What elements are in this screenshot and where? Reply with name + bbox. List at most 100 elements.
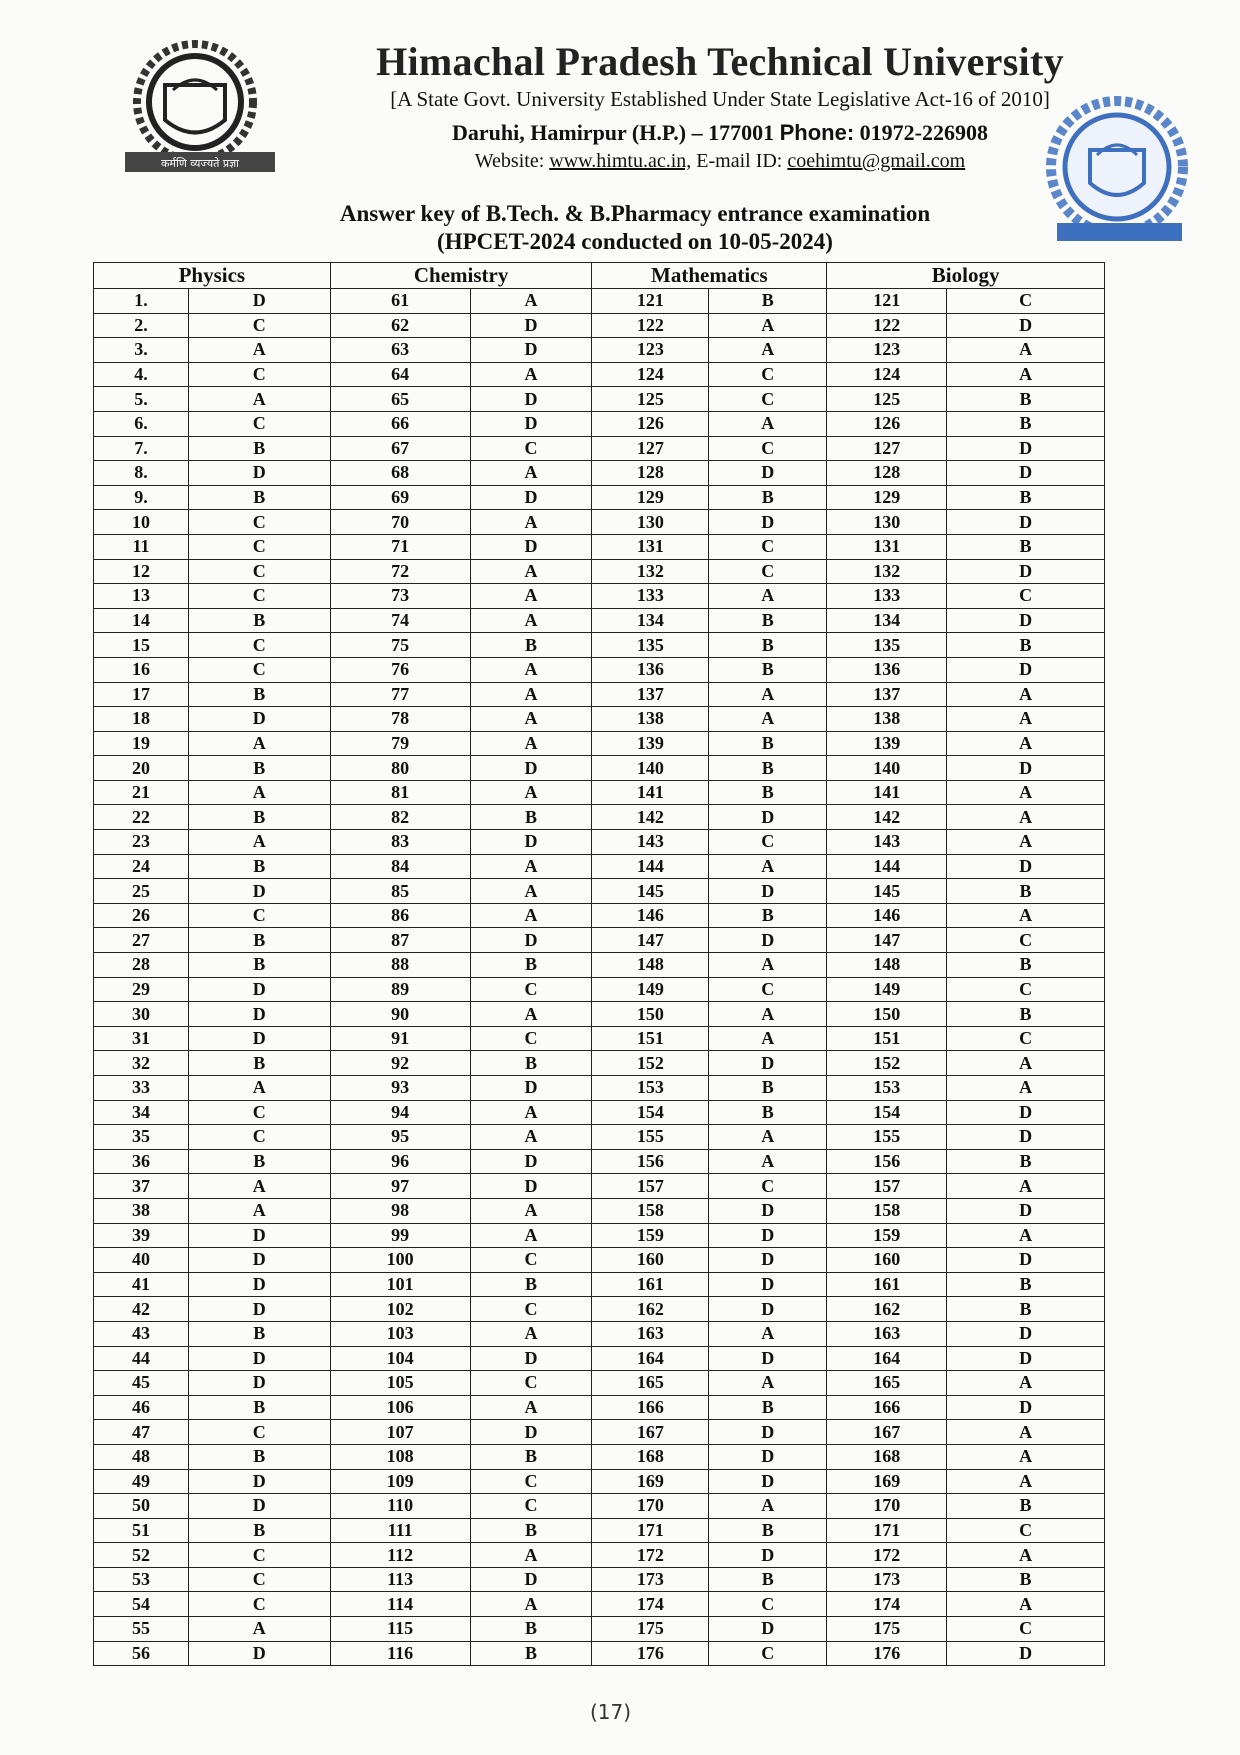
biology-answer: B <box>946 533 1105 560</box>
physics-question-number: 50 <box>93 1493 189 1519</box>
mathematics-question-number: 130 <box>591 509 710 535</box>
chemistry-answer: A <box>469 656 593 683</box>
mathematics-answer: A <box>708 1370 828 1396</box>
physics-question-number: 11 <box>93 533 189 560</box>
chemistry-answer: C <box>469 1025 593 1052</box>
biology-answer: D <box>946 853 1105 880</box>
mathematics-answer: B <box>708 288 828 314</box>
mathematics-question-number: 137 <box>591 681 710 708</box>
physics-answer: B <box>187 681 331 708</box>
mathematics-answer: A <box>708 583 828 609</box>
biology-answer: B <box>946 484 1105 511</box>
mathematics-question-number: 126 <box>591 410 710 437</box>
physics-question-number: 27 <box>93 927 189 954</box>
table-row: 38 A 98 A 158 D 158 D <box>93 1197 1105 1224</box>
mathematics-question-number: 125 <box>591 386 710 412</box>
biology-question-number: 123 <box>826 337 948 363</box>
chemistry-answer: A <box>469 460 593 486</box>
mathematics-answer: A <box>708 410 828 437</box>
chemistry-answer: A <box>469 681 593 708</box>
biology-answer: B <box>946 632 1105 658</box>
chemistry-question-number: 103 <box>329 1320 471 1347</box>
table-row: 50 D 110 C 170 A 170 B <box>93 1493 1105 1519</box>
mathematics-question-number: 123 <box>591 337 710 363</box>
chemistry-answer: D <box>469 1173 593 1199</box>
physics-question-number: 3. <box>93 337 189 363</box>
mathematics-answer: D <box>708 1419 828 1445</box>
chemistry-question-number: 96 <box>329 1148 471 1175</box>
physics-answer: A <box>187 386 331 412</box>
chemistry-question-number: 105 <box>329 1370 471 1396</box>
biology-answer: A <box>946 730 1105 757</box>
chemistry-question-number: 86 <box>329 902 471 929</box>
biology-answer: A <box>946 1173 1105 1199</box>
table-row: 52 C 112 A 172 D 172 A <box>93 1542 1105 1568</box>
biology-answer: C <box>946 583 1105 609</box>
biology-answer: D <box>946 1099 1105 1126</box>
physics-answer: C <box>187 902 331 929</box>
mathematics-question-number: 133 <box>591 583 710 609</box>
document-title-line1: Answer key of B.Tech. & B.Pharmacy entra… <box>339 201 931 226</box>
mathematics-answer: D <box>708 1345 828 1372</box>
chemistry-question-number: 80 <box>329 755 471 781</box>
physics-question-number: 42 <box>93 1296 189 1322</box>
biology-question-number: 124 <box>826 361 948 388</box>
table-row: 47 C 107 D 167 D 167 A <box>93 1419 1105 1445</box>
physics-answer: C <box>187 1099 331 1126</box>
mathematics-question-number: 129 <box>591 484 710 511</box>
mathematics-answer: B <box>708 656 828 683</box>
biology-answer: B <box>946 1001 1105 1027</box>
email-link[interactable]: coehimtu@gmail.com <box>787 150 966 172</box>
chemistry-question-number: 65 <box>329 386 471 412</box>
logo-motto: कर्मणि व्यज्यते प्रज्ञा <box>161 157 239 170</box>
chemistry-answer: D <box>469 386 593 412</box>
chemistry-question-number: 100 <box>329 1247 471 1273</box>
table-row: 10 C 70 A 130 D 130 D <box>93 509 1105 535</box>
mathematics-question-number: 176 <box>591 1640 710 1667</box>
physics-answer: D <box>187 706 331 732</box>
biology-answer: B <box>946 1493 1105 1519</box>
table-row: 35 C 95 A 155 A 155 D <box>93 1124 1105 1150</box>
biology-question-number: 126 <box>826 410 948 437</box>
biology-question-number: 132 <box>826 558 948 585</box>
university-logo-right <box>1045 95 1195 265</box>
chemistry-answer: B <box>469 804 593 831</box>
mathematics-answer: B <box>708 902 828 929</box>
mathematics-answer: C <box>708 361 828 388</box>
biology-question-number: 173 <box>826 1566 948 1593</box>
table-row: 26 C 86 A 146 B 146 A <box>93 902 1105 929</box>
table-row: 42 D 102 C 162 D 162 B <box>93 1296 1105 1322</box>
physics-question-number: 54 <box>93 1591 189 1618</box>
physics-answer: D <box>187 1271 331 1298</box>
physics-answer: D <box>187 1025 331 1052</box>
physics-question-number: 20 <box>93 755 189 781</box>
chemistry-question-number: 90 <box>329 1001 471 1027</box>
table-row: 19 A 79 A 139 B 139 A <box>93 730 1105 757</box>
chemistry-answer: A <box>469 1542 593 1568</box>
chemistry-question-number: 114 <box>329 1591 471 1618</box>
website-link[interactable]: www.himtu.ac.in, <box>549 150 692 172</box>
physics-question-number: 51 <box>93 1517 189 1544</box>
address: Daruhi, Hamirpur (H.P.) – 177001 <box>452 120 775 145</box>
biology-question-number: 130 <box>826 509 948 535</box>
biology-question-number: 167 <box>826 1419 948 1445</box>
chemistry-question-number: 106 <box>329 1394 471 1421</box>
physics-answer: B <box>187 1443 331 1470</box>
chemistry-answer: B <box>469 632 593 658</box>
chemistry-question-number: 70 <box>329 509 471 535</box>
chemistry-answer: B <box>469 1616 593 1642</box>
physics-answer: C <box>187 1124 331 1150</box>
mathematics-question-number: 155 <box>591 1124 710 1150</box>
physics-answer: A <box>187 337 331 363</box>
table-row: 54 C 114 A 174 C 174 A <box>93 1591 1105 1618</box>
mathematics-answer: D <box>708 1197 828 1224</box>
mathematics-answer: A <box>708 952 828 978</box>
physics-question-number: 29 <box>93 976 189 1003</box>
physics-question-number: 33 <box>93 1075 189 1101</box>
physics-question-number: 34 <box>93 1099 189 1126</box>
chemistry-question-number: 67 <box>329 435 471 462</box>
biology-answer: A <box>946 1443 1105 1470</box>
chemistry-question-number: 94 <box>329 1099 471 1126</box>
physics-question-number: 13 <box>93 583 189 609</box>
biology-question-number: 154 <box>826 1099 948 1126</box>
